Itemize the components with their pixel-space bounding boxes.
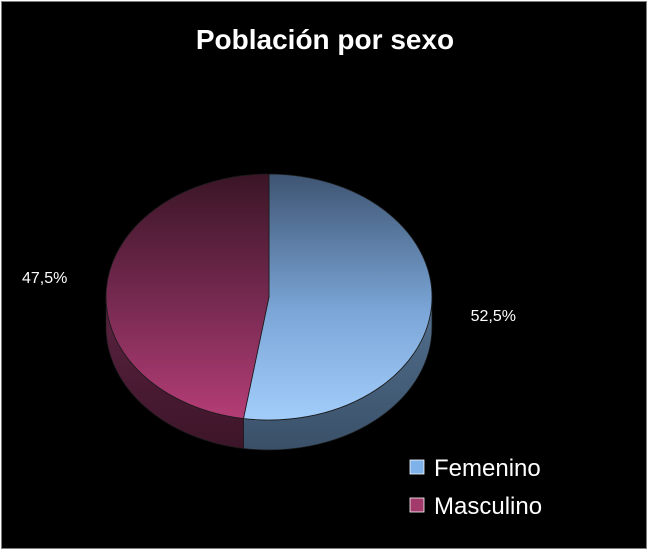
pie-slice-femenino: [243, 173, 433, 421]
legend-label-femenino: Femenino: [434, 455, 541, 482]
legend: Femenino Masculino: [409, 455, 542, 520]
legend-label-masculino: Masculino: [434, 493, 542, 520]
legend-swatch-masculino: [409, 497, 425, 513]
pie-slices: [105, 173, 433, 421]
legend-swatch-femenino: [409, 459, 425, 475]
chart-title: Población por sexo: [196, 24, 454, 55]
data-label-masculino: 47,5%: [22, 270, 67, 287]
data-labels: 52,5% 47,5%: [22, 270, 516, 325]
data-label-femenino: 52,5%: [471, 308, 516, 325]
pie-slice-masculino: [105, 173, 270, 419]
